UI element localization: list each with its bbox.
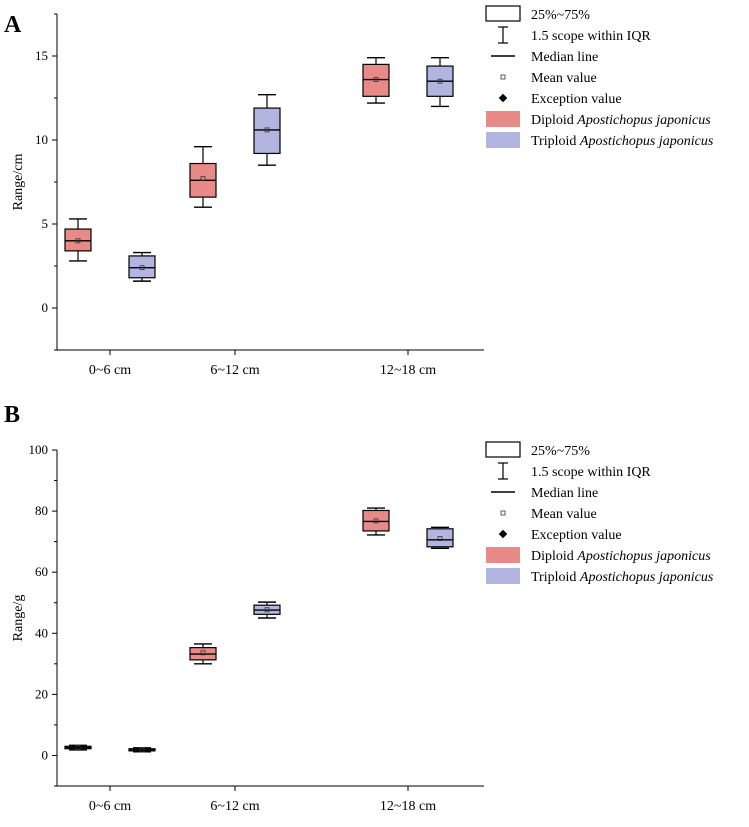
- y-tick-label: 0: [42, 747, 49, 762]
- iqr-box: [426, 528, 454, 548]
- y-tick-label: 10: [35, 132, 48, 147]
- whisker-icon: [498, 462, 508, 480]
- box-triploid-1: [253, 93, 281, 166]
- y-tick-label: 15: [35, 48, 48, 63]
- x-tick-label: 6~12 cm: [210, 363, 259, 378]
- iqr-box: [128, 255, 156, 279]
- mean-marker-icon: [500, 74, 506, 80]
- box-diploid-0: [64, 744, 92, 751]
- panel-letter: A: [4, 12, 22, 38]
- box-outline-icon: [485, 5, 521, 22]
- box-triploid-2: [426, 526, 454, 550]
- y-tick-label: 40: [35, 625, 48, 640]
- triploid-swatch-icon: [486, 132, 520, 148]
- mean-marker: [373, 518, 379, 524]
- legend: 25%~75% 1.5 scope within IQR Median line Me…: [485, 441, 714, 585]
- mean-marker: [200, 176, 206, 182]
- triploid-swatch-icon: [486, 568, 520, 584]
- box-diploid-2: [362, 507, 390, 536]
- iqr-box: [64, 228, 92, 252]
- legend-label: 25%~75%: [531, 8, 590, 23]
- box-triploid-2: [426, 56, 454, 108]
- mean-marker: [437, 536, 443, 541]
- legend-label: Median line: [531, 486, 598, 501]
- x-tick-label: 6~12 cm: [210, 799, 259, 814]
- mean-marker: [139, 265, 145, 271]
- x-tick-label: 12~18 cm: [380, 363, 436, 378]
- box-diploid-2: [362, 56, 390, 104]
- iqr-box: [362, 63, 390, 97]
- box-diploid-0: [64, 218, 92, 262]
- mean-marker: [264, 127, 270, 133]
- mean-marker: [75, 745, 81, 750]
- outlier-marker-icon: [498, 93, 508, 103]
- y-tick-label: 0: [42, 300, 49, 315]
- legend-label: Mean value: [531, 71, 597, 86]
- x-tick-label: 12~18 cm: [380, 799, 436, 814]
- legend-label: Mean value: [531, 507, 597, 522]
- panel-b: B 0 20 40 60 80 100 Range/g 0~6 cm 6~12 cm 12~18 c…: [4, 402, 714, 814]
- box-diploid-1: [189, 643, 217, 665]
- y-tick-label: 100: [29, 442, 49, 457]
- box-triploid-0: [128, 747, 156, 753]
- y-tick-label: 20: [35, 686, 48, 701]
- legend-label: 1.5 scope within IQR: [531, 465, 651, 480]
- legend-label: Exception value: [531, 92, 622, 107]
- diploid-swatch-icon: [486, 111, 520, 127]
- y-tick-label: 60: [35, 564, 48, 579]
- panel-a: A 0 5 10 15 Range/cm 0~6 cm 6~12 cm 12~18 cm 25%~…: [4, 5, 714, 378]
- x-tick-label: 0~6 cm: [89, 363, 131, 378]
- box-diploid-1: [189, 146, 217, 208]
- y-tick-label: 80: [35, 503, 48, 518]
- box-outline-icon: [485, 441, 521, 458]
- whisker-icon: [498, 26, 508, 44]
- mean-marker: [437, 78, 443, 84]
- y-tick-label: 5: [42, 216, 49, 231]
- diploid-swatch-icon: [486, 547, 520, 563]
- y-axis-label: Range/cm: [11, 154, 26, 211]
- legend-label: Triploid Apostichopus japonicus: [531, 134, 714, 149]
- box-triploid-0: [128, 251, 156, 282]
- x-tick-label: 0~6 cm: [89, 799, 131, 814]
- mean-marker-icon: [500, 510, 506, 516]
- panel-letter: B: [4, 402, 20, 428]
- legend-label: Exception value: [531, 528, 622, 543]
- mean-marker: [264, 607, 270, 613]
- mean-marker: [75, 238, 81, 244]
- y-axis-label: Range/g: [11, 595, 26, 642]
- mean-marker: [373, 77, 379, 82]
- legend-label: Diploid Apostichopus japonicus: [531, 549, 711, 564]
- legend-label: Diploid Apostichopus japonicus: [531, 113, 711, 128]
- legend-label: 1.5 scope within IQR: [531, 29, 651, 44]
- legend-label: 25%~75%: [531, 444, 590, 459]
- mean-marker: [200, 650, 206, 656]
- legend-label: Triploid Apostichopus japonicus: [531, 570, 714, 585]
- legend: 25%~75% 1.5 scope within IQR Median line Me…: [485, 5, 714, 149]
- outlier-marker-icon: [498, 529, 508, 539]
- legend-label: Median line: [531, 50, 598, 65]
- iqr-box: [362, 509, 390, 532]
- iqr-box: [253, 107, 281, 155]
- box-triploid-1: [253, 601, 281, 619]
- mean-marker: [139, 747, 145, 753]
